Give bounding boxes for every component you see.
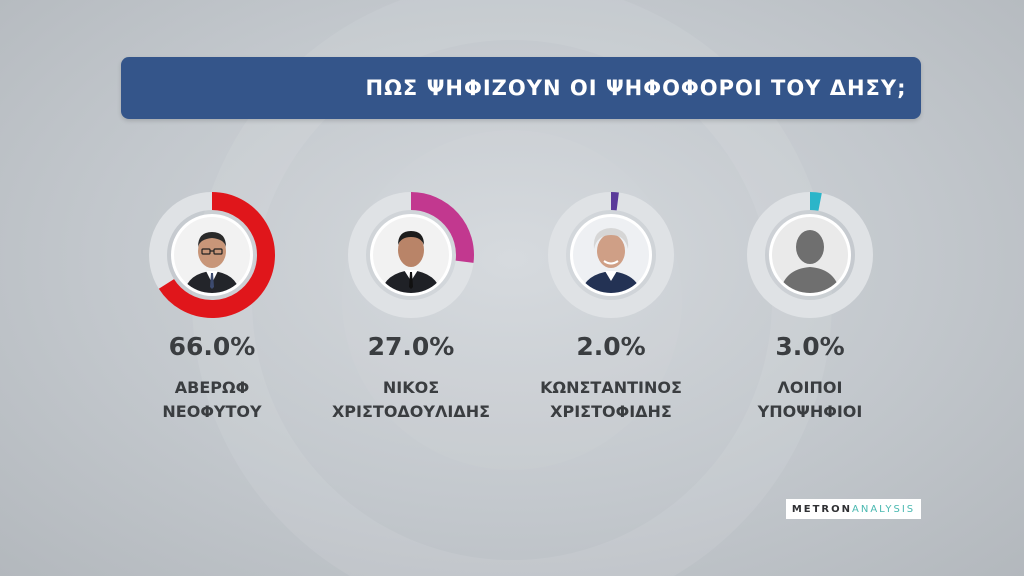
candidate-name: ΑΒΕΡΩΦ ΝΕΟΦΥΤΟΥ: [112, 376, 312, 424]
candidate-2: 27.0% ΝΙΚΟΣ ΧΡΙΣΤΟΔΟΥΛΙΔΗΣ: [311, 180, 511, 440]
donut-slice: [809, 192, 822, 211]
candidate-photo: [772, 217, 848, 293]
candidate-photo: [573, 217, 649, 293]
logo-part-metron: METRON: [791, 503, 852, 515]
name-line-1: ΑΒΕΡΩΦ: [174, 378, 250, 397]
candidate-name: ΝΙΚΟΣ ΧΡΙΣΤΟΔΟΥΛΙΔΗΣ: [311, 376, 511, 424]
donut-slice: [158, 192, 275, 318]
percentage-label: 2.0%: [576, 332, 646, 361]
candidate-photo: [174, 217, 250, 293]
donut-slice: [410, 192, 474, 263]
name-line-2: ΥΠΟΨΗΦΙΟΙ: [757, 402, 863, 421]
name-line-2: ΧΡΙΣΤΟΦΙΔΗΣ: [550, 402, 672, 421]
percentage-label: 27.0%: [367, 332, 455, 361]
candidate-4: 3.0% ΛΟΙΠΟΙ ΥΠΟΨΗΦΙΟΙ: [710, 180, 910, 440]
candidate-name: ΛΟΙΠΟΙ ΥΠΟΨΗΦΙΟΙ: [710, 376, 910, 424]
donut-ring: [548, 192, 674, 318]
percentage-label: 66.0%: [168, 332, 256, 361]
candidate-1: 66.0% ΑΒΕΡΩΦ ΝΕΟΦΥΤΟΥ: [112, 180, 312, 440]
name-line-1: ΝΙΚΟΣ: [382, 378, 440, 397]
candidate-3: 2.0% ΚΩΝΣΤΑΝΤΙΝΟΣ ΧΡΙΣΤΟΦΙΔΗΣ: [511, 180, 711, 440]
name-line-1: ΚΩΝΣΤΑΝΤΙΝΟΣ: [540, 378, 682, 397]
name-line-2: ΝΕΟΦΥΤΟΥ: [162, 402, 262, 421]
donut-ring: [747, 192, 873, 318]
title-banner: ΠΩΣ ΨΗΦΙΖΟΥΝ ΟΙ ΨΗΦΟΦΟΡΟΙ ΤΟΥ ΔΗΣΥ;: [121, 57, 921, 119]
metron-analysis-logo: METRON ANALYSIS: [786, 499, 921, 519]
name-line-2: ΧΡΙΣΤΟΔΟΥΛΙΔΗΣ: [331, 402, 491, 421]
candidate-name: ΚΩΝΣΤΑΝΤΙΝΟΣ ΧΡΙΣΤΟΦΙΔΗΣ: [511, 376, 711, 424]
donut-ring: [149, 192, 275, 318]
chart-title: ΠΩΣ ΨΗΦΙΖΟΥΝ ΟΙ ΨΗΦΟΦΟΡΟΙ ΤΟΥ ΔΗΣΥ;: [365, 76, 907, 100]
logo-part-analysis: ANALYSIS: [852, 503, 916, 515]
donut-ring: [348, 192, 474, 318]
name-line-1: ΛΟΙΠΟΙ: [777, 378, 843, 397]
candidate-photo: [373, 217, 449, 293]
percentage-label: 3.0%: [775, 332, 845, 361]
